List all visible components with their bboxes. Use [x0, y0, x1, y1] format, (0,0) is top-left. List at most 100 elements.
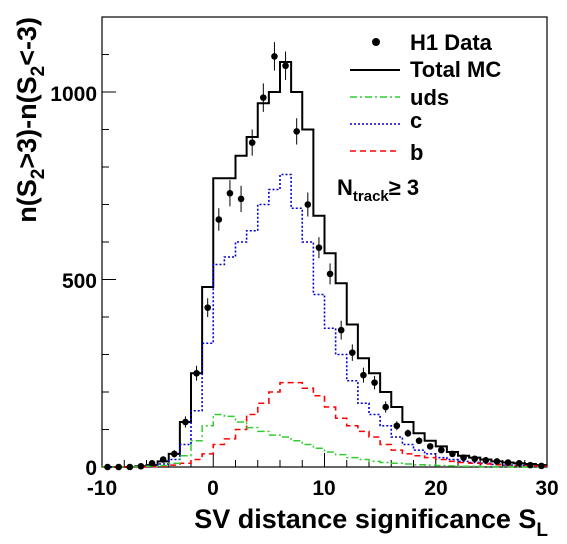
data-point-marker [304, 201, 312, 208]
data-point [438, 446, 445, 454]
data-point-marker [460, 454, 467, 461]
data-point [449, 450, 456, 458]
x-tick-label-3: 20 [424, 477, 447, 500]
data-point [515, 459, 523, 467]
x-axis-title-sub: L [536, 520, 548, 541]
data-point [182, 416, 189, 428]
y-axis-title: n(S2>3)-n(S2<-3) [12, 17, 49, 223]
legend: H1 Data Total MC uds c b [350, 30, 501, 165]
data-point-marker [315, 244, 323, 251]
data-point-marker [204, 304, 211, 311]
data-point [482, 456, 490, 464]
data-point [360, 367, 367, 383]
data-point-marker [471, 455, 478, 463]
data-point [282, 51, 289, 80]
y-axis-title-sub-1: 2 [28, 169, 49, 180]
data-point-marker [404, 429, 412, 437]
ntrack-main: N [337, 175, 353, 200]
data-point-marker [415, 437, 423, 445]
data-point [404, 429, 412, 437]
y-axis-title-part-1: n(S [12, 179, 42, 223]
data-point-marker [426, 443, 434, 450]
legend-label-data: H1 Data [410, 30, 493, 55]
y-axis-title-sub-2: 2 [28, 66, 49, 77]
y-tick-label-1: 500 [62, 270, 97, 293]
legend-label-total: Total MC [410, 57, 501, 82]
data-point-marker [148, 459, 156, 467]
y-axis-title-part-3: <-3) [12, 17, 42, 66]
data-point [215, 208, 223, 231]
x-tick-label-4: 30 [535, 477, 558, 500]
data-point-marker [137, 462, 145, 470]
data-point [271, 42, 278, 71]
data-point [527, 461, 534, 469]
data-point-marker [260, 94, 267, 101]
data-point [504, 459, 512, 466]
series-b-histogram [102, 381, 547, 468]
data-point-marker [115, 463, 122, 471]
data-point-marker [248, 139, 256, 146]
data-point-marker [515, 459, 523, 467]
data-point-marker [226, 189, 234, 197]
y-tick-label-2: 1000 [50, 83, 97, 106]
x-tick-label-1: 0 [207, 477, 219, 500]
x-axis-title: SV distance significance SL [194, 504, 548, 541]
data-point [349, 344, 356, 361]
data-point [193, 365, 200, 381]
data-point-marker [159, 456, 167, 463]
data-point [382, 401, 389, 413]
x-axis-title-main: SV distance significance S [194, 504, 536, 534]
data-point-marker [215, 216, 223, 223]
data-point [371, 375, 378, 390]
data-point-marker [527, 461, 534, 469]
data-point [260, 83, 267, 112]
data-point [126, 463, 134, 471]
data-point-marker [360, 371, 367, 379]
data-point-marker [126, 463, 134, 471]
data-point-marker [393, 422, 401, 430]
data-point-marker [193, 369, 200, 377]
data-point-marker [104, 463, 111, 471]
data-point [415, 437, 423, 445]
data-point-marker [504, 459, 512, 466]
data-point [137, 462, 145, 470]
data-point-marker [182, 418, 189, 426]
data-point [426, 443, 434, 450]
data-point [171, 450, 178, 458]
data-point-marker [326, 270, 334, 278]
data-point-marker [382, 403, 389, 411]
data-point [115, 463, 122, 471]
data-point [460, 454, 467, 461]
data-point [337, 320, 345, 340]
data-point [538, 462, 545, 470]
data-point [293, 118, 300, 145]
data-point-marker [482, 456, 490, 464]
data-point-marker [371, 379, 378, 386]
legend-label-c: c [410, 108, 422, 133]
data-point-marker [337, 326, 345, 334]
y-axis-title-part-2: >3)-n(S [12, 76, 42, 168]
data-point-marker [349, 349, 356, 356]
data-point [393, 421, 401, 431]
data-point-marker [171, 450, 178, 458]
data-points-group [104, 42, 545, 471]
data-point-marker [237, 195, 245, 203]
data-point [237, 185, 245, 212]
ntrack-rest: ≥ 3 [389, 175, 419, 200]
data-point-marker [538, 462, 545, 470]
legend-label-uds: uds [410, 85, 449, 110]
data-point [304, 192, 312, 217]
x-tick-label-0: -10 [87, 477, 117, 500]
data-point [248, 129, 256, 156]
data-point [326, 263, 334, 285]
legend-label-b: b [410, 140, 423, 165]
ntrack-annotation: Ntrack≥ 3 [337, 175, 419, 205]
y-tick-label-0: 0 [85, 457, 97, 480]
data-point [493, 458, 501, 465]
data-point [104, 463, 111, 471]
data-point-marker [449, 450, 456, 458]
data-point-marker [493, 458, 501, 465]
data-point [226, 180, 234, 207]
data-point-marker [293, 128, 300, 135]
